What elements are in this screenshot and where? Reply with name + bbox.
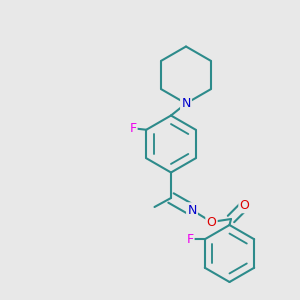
- Text: O: O: [240, 199, 249, 212]
- Text: O: O: [207, 215, 216, 229]
- Text: N: N: [181, 97, 191, 110]
- Text: N: N: [187, 203, 197, 217]
- Text: F: F: [186, 233, 194, 246]
- Text: F: F: [129, 122, 137, 135]
